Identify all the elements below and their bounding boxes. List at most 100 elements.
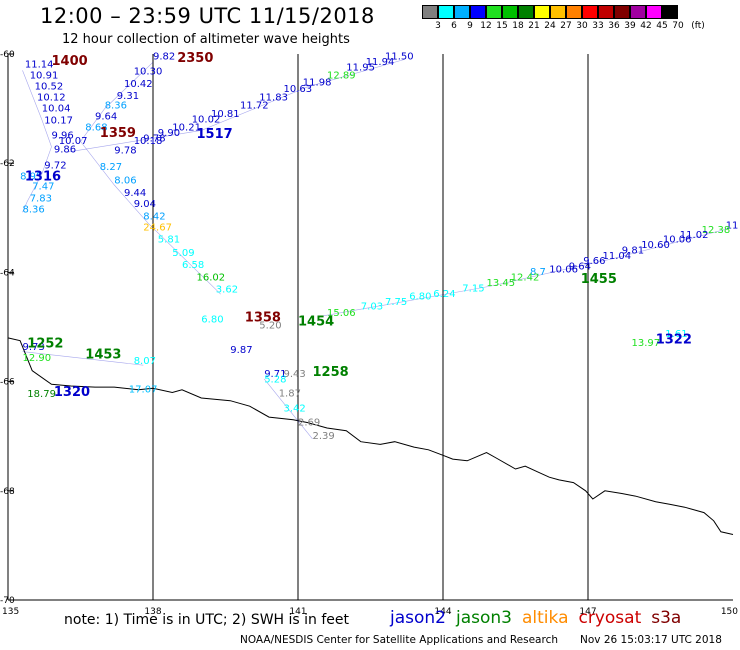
wave-height-label: 9.96	[52, 131, 74, 142]
wave-height-label: 12.89	[327, 71, 356, 82]
legend-label: 45	[656, 21, 668, 31]
legend-swatch	[646, 5, 662, 19]
lat-tick-label: -60	[0, 50, 15, 60]
pass-time-label: 1258	[313, 365, 349, 380]
lat-tick-label: -70	[0, 596, 15, 606]
wave-height-label: 6.80	[409, 292, 431, 303]
wave-height-label: 2.69	[298, 417, 320, 428]
wave-height-label: 8.7	[530, 267, 546, 278]
wave-height-label: 10.60	[641, 240, 670, 251]
track-line	[80, 61, 221, 295]
pass-time-label: 2350	[177, 51, 213, 66]
lon-tick-label: 135	[2, 607, 19, 617]
lon-tick-label: 144	[434, 607, 451, 617]
pass-time-label: 1358	[245, 311, 281, 326]
wave-height-label: 13.45	[487, 278, 516, 289]
wave-height-label: 10.06	[663, 234, 692, 245]
legend-label: 3	[435, 21, 441, 31]
credit-date: Nov 26 15:03:17 UTC 2018	[580, 634, 722, 646]
wave-height-label: 10.07	[59, 136, 88, 147]
wave-height-label: 11.95	[346, 62, 375, 73]
pass-time-labels: 1400 2350 1359 1517 1316 1455 1358 1454 1322 1252…	[25, 51, 692, 400]
wave-height-label: 7.47	[32, 181, 54, 192]
wave-height-label: 10.81	[211, 109, 240, 120]
wave-height-label: 9.72	[44, 161, 66, 172]
wave-height-label: 9.64	[95, 112, 117, 123]
wave-height-label: 11.83	[259, 92, 288, 103]
wave-height-label: 9.43	[284, 369, 306, 380]
wave-height-label: 9.04	[134, 199, 156, 210]
legend-swatch	[550, 5, 566, 19]
wave-height-label: 15.06	[327, 308, 356, 319]
lon-tick-label: 150	[721, 607, 738, 617]
pass-time-label: 1400	[52, 54, 88, 69]
wave-height-labels: 11.1410.9110.5210.1210.0410.179.9610.079…	[20, 52, 738, 442]
wave-height-label: 7.75	[385, 297, 407, 308]
legend-swatch	[438, 5, 454, 19]
satellite-legend-item: s3a	[651, 608, 682, 628]
lon-tick-label: 141	[289, 607, 306, 617]
wave-height-label: 10.02	[192, 114, 221, 125]
wave-height-label: 7.15	[462, 284, 484, 295]
legend-label: 39	[624, 21, 636, 31]
wave-height-label: 11	[726, 221, 739, 232]
wave-height-label: 10.06	[549, 264, 578, 275]
wave-height-label: 13.97	[632, 338, 661, 349]
wave-height-label: 11.02	[680, 230, 709, 241]
satellite-legend-item: altika	[522, 608, 569, 628]
wave-height-label: 5.28	[264, 375, 286, 386]
wave-height-label: 11.94	[366, 57, 395, 68]
wave-height-label: 12.38	[702, 225, 731, 236]
satellite-legend-item: cryosat	[578, 608, 642, 628]
legend-label: 15	[496, 21, 508, 31]
wave-height-label: 6.24	[433, 289, 455, 300]
wave-height-label: 11.98	[303, 78, 332, 89]
lon-tick-label: 138	[144, 607, 161, 617]
wave-height-label: 9.31	[117, 91, 139, 102]
wave-height-label: 12.42	[511, 273, 540, 284]
legend-swatch	[534, 5, 550, 19]
wave-height-label: 8.27	[100, 162, 122, 173]
legend-label: 27	[560, 21, 572, 31]
pass-time-label: 1359	[100, 126, 136, 141]
satellite-legend-item: jason3	[456, 608, 512, 628]
track-line	[65, 59, 405, 153]
legend-swatch	[422, 5, 438, 19]
legend-swatch	[614, 5, 630, 19]
wave-height-label: 10.21	[172, 122, 201, 133]
track-line	[263, 378, 313, 440]
legend-swatch	[598, 5, 614, 19]
wave-height-label: 16.02	[197, 273, 226, 284]
satellite-legend-item: jason2	[390, 608, 446, 628]
wave-height-label: 10.17	[44, 115, 73, 126]
pass-time-label: 1517	[197, 127, 233, 142]
legend-swatch	[486, 5, 502, 19]
wave-height-label: 8.36	[105, 101, 127, 112]
wave-height-label: 8.07	[134, 356, 156, 367]
legend-labels: 3 6 9 12 15 18 21 24 27 30 33 36 39 42 45 70 (ft)	[422, 19, 740, 33]
legend-swatch	[454, 5, 470, 19]
legend-label: 70	[672, 21, 684, 31]
pass-time-label: 1252	[27, 337, 63, 352]
legend-label: 6	[451, 21, 457, 31]
legend-swatch	[662, 5, 678, 19]
wave-height-label: 17.07	[129, 385, 158, 396]
color-legend: 3 6 9 12 15 18 21 24 27 30 33 36 39 42 45 70 (ft)	[422, 5, 740, 33]
legend-swatch	[518, 5, 534, 19]
wave-height-label: 10.04	[42, 103, 71, 114]
coastline	[7, 337, 734, 535]
legend-label: 24	[544, 21, 556, 31]
legend-swatch	[470, 5, 486, 19]
wave-height-label: 3.42	[284, 404, 306, 415]
wave-height-label: 5.09	[172, 248, 194, 259]
pass-time-label: 1320	[54, 385, 90, 400]
wave-height-label: 10.91	[30, 71, 59, 82]
wave-height-label: 8.95	[20, 172, 42, 183]
pass-time-label: 1453	[85, 348, 121, 363]
wave-height-label: 9.44	[124, 188, 146, 199]
legend-label: 18	[512, 21, 524, 31]
wave-height-label: 9.86	[54, 144, 76, 155]
lon-tick-label: 147	[579, 607, 596, 617]
credit-text: NOAA/NESDIS Center for Satellite Applica…	[240, 634, 558, 646]
